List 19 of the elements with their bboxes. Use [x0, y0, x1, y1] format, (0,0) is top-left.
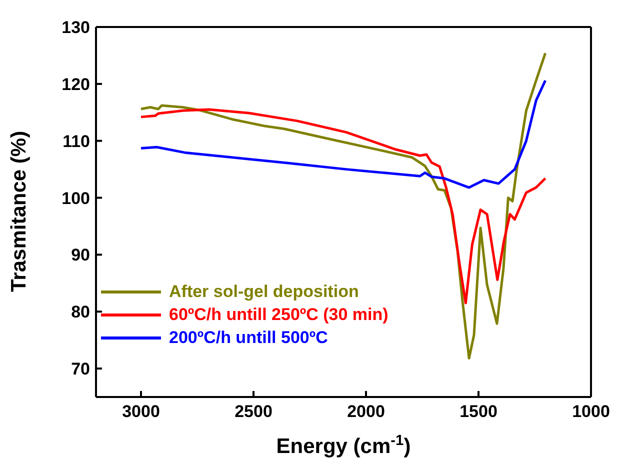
line-series — [140, 108, 547, 304]
y-tick-label: 120 — [62, 74, 90, 94]
x-tick-label: 2000 — [347, 402, 385, 422]
legend-label: After sol-gel deposition — [169, 281, 359, 303]
y-tick-label: 80 — [71, 302, 90, 322]
x-axis-title: Energy (cm$^{-1}$) — [276, 433, 411, 458]
legend-label: 60ºC/h untill 250ºC (30 min) — [169, 304, 388, 326]
legend-label: 200ºC/h untill 500ºC — [169, 327, 328, 349]
y-tick-label: 110 — [62, 132, 90, 151]
y-tick-label: 70 — [71, 360, 90, 379]
y-axis-title: Trasmitance (%) — [7, 130, 30, 292]
y-tick-label: 90 — [71, 246, 90, 265]
x-tick-label: 3000 — [122, 402, 160, 422]
line-series — [140, 79, 547, 189]
x-tick-label: 2500 — [234, 402, 272, 422]
x-tick-label: 1000 — [572, 402, 610, 422]
x-tick-label: 1500 — [460, 402, 498, 422]
y-tick-label: 100 — [62, 188, 90, 208]
y-tick-label: 130 — [62, 18, 90, 38]
